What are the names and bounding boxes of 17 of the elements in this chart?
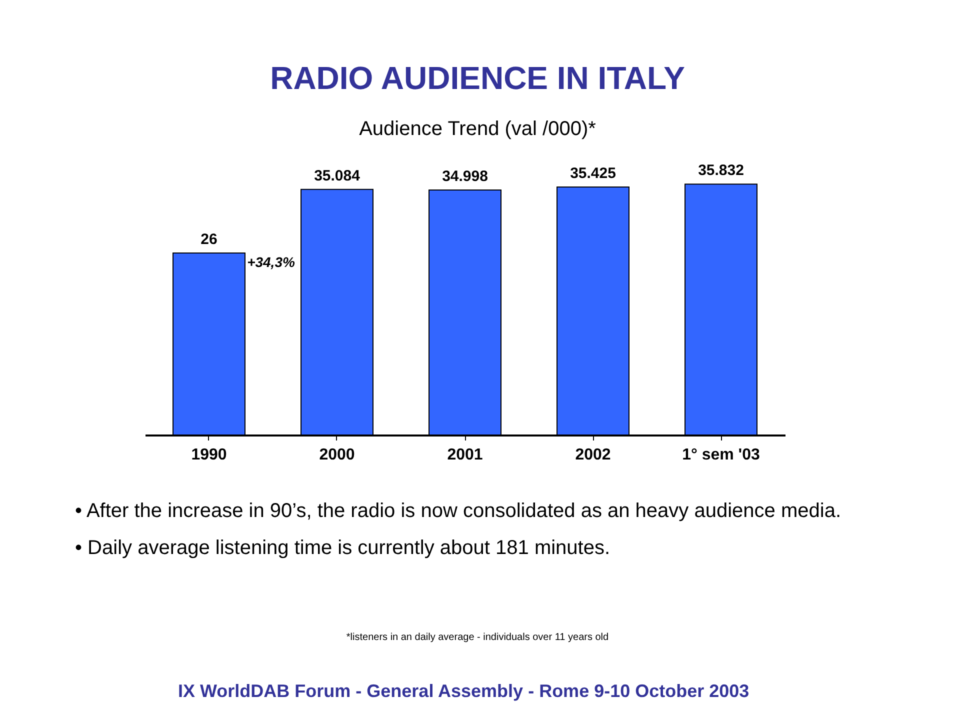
chart-subtitle: Audience Trend (val /000)* [358,118,597,141]
x-tick-label: 1° sem '03 [682,446,760,464]
x-tick-label: 1990 [191,446,227,464]
data-label: 35.832 [698,162,744,180]
data-label: 34.998 [442,168,488,186]
annotation: +34,3% [247,254,296,270]
data-label: 35.425 [570,165,616,182]
text: *listeners in an daily average - individuals over 11 years old [345,632,610,643]
data-label: 26 [200,231,218,248]
x-tick-label: 2001 [447,446,483,464]
data-label: 35.084 [314,167,361,184]
x-tick-label: 2002 [575,446,611,464]
text: IX WorldDAB Forum - General Assembly - Rome 9-10 October 2003 [178,681,750,702]
x-tick-label: 2000 [319,446,355,464]
text: • After the increase in 90’s, the radio is now consolidated as an heavy audience media. [75,500,842,523]
text: • Daily average listening time is currently about 181 minutes. [75,537,612,560]
chart-title: RADIO AUDIENCE IN ITALY [269,60,686,97]
